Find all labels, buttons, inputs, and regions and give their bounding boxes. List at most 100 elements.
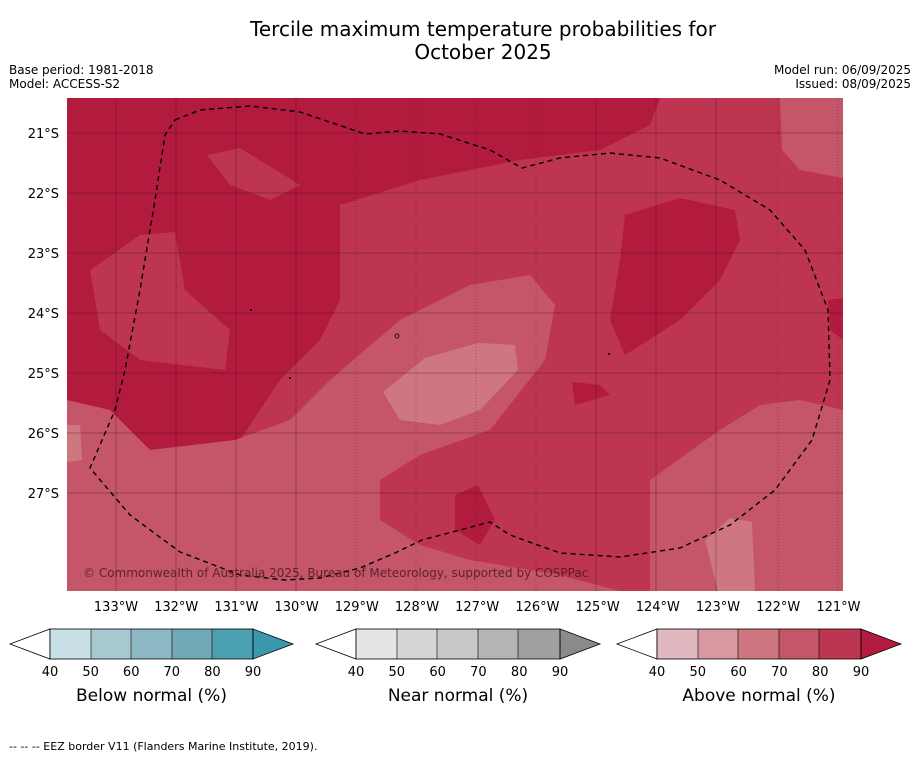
lon-tick-label: 124°W (636, 600, 680, 615)
island-marker (250, 309, 252, 311)
issued-date: Issued: 08/09/2025 (795, 77, 911, 91)
legend-near-swatch (397, 629, 437, 659)
title-line-1: Tercile maximum temperature probabilitie… (250, 17, 716, 41)
legend-tick-label: 40 (649, 665, 666, 680)
legend-tick-label: 50 (82, 665, 99, 680)
legend-tick-label: 40 (348, 665, 365, 680)
legend-near-arrow-low (314, 628, 357, 660)
lon-tick-label: 130°W (275, 600, 319, 615)
lat-tick-label: 22°S (28, 187, 59, 202)
legend-above-label: Above normal (%) (682, 686, 836, 706)
legend-above-swatch (738, 629, 779, 659)
legend-tick-label: 80 (204, 665, 221, 680)
region-above-80-west (90, 232, 230, 370)
legend-below-arrow-high (252, 628, 295, 660)
model-run: Model run: 06/09/2025 (773, 63, 911, 77)
legend-tick-label: 90 (853, 665, 870, 680)
lon-tick-label: 131°W (214, 600, 258, 615)
region-above-60 (383, 343, 518, 425)
region-above-60-west (67, 425, 82, 462)
lon-tick-label: 123°W (696, 600, 740, 615)
legend-tick-label: 70 (164, 665, 181, 680)
lat-tick-label: 24°S (28, 307, 59, 322)
region-above-90-edge (828, 298, 843, 340)
region-above-90-east (610, 198, 740, 355)
lon-tick-label: 128°W (395, 600, 439, 615)
legend-below-swatch (131, 629, 172, 659)
lon-tick-label: 121°W (816, 600, 860, 615)
legend-tick-label: 80 (812, 665, 829, 680)
legend-near-arrow-high (559, 628, 602, 660)
lon-tick-label: 126°W (515, 600, 559, 615)
island-marker (608, 353, 610, 355)
legend-tick-label: 50 (690, 665, 707, 680)
region-above-60-southeast (705, 518, 755, 591)
legend-above-arrow-high (860, 628, 903, 660)
eez-footnote: -- -- -- EEZ border V11 (Flanders Marine… (9, 740, 318, 753)
legend-tick-label: 90 (245, 665, 262, 680)
legend-below-arrow-low (8, 628, 51, 660)
legend-tick-label: 60 (429, 665, 446, 680)
legend-tick-label: 50 (389, 665, 406, 680)
lon-tick-label: 127°W (455, 600, 499, 615)
legend-near-normal (314, 628, 602, 660)
legend-above-frame (656, 628, 862, 660)
meta-left: Base period: 1981-2018 Model: ACCESS-S2 (9, 63, 154, 91)
legend-near-swatch (356, 629, 397, 659)
region-above-70-southeast (650, 400, 843, 591)
region-above-80-north (207, 148, 300, 200)
lon-tick-label: 132°W (154, 600, 198, 615)
legend-below-swatch (172, 629, 212, 659)
region-above-90-patch (572, 382, 610, 405)
legend-tick-label: 60 (730, 665, 747, 680)
legend-tick-label: 70 (470, 665, 487, 680)
lat-tick-labels: 21°S 22°S 23°S 24°S 25°S 26°S 27°S (28, 127, 59, 502)
copyright-text: © Commonwealth of Australia 2025, Bureau… (83, 566, 588, 580)
lon-tick-label: 133°W (94, 600, 138, 615)
legend-tick-label: 40 (42, 665, 59, 680)
legend-near-swatch (518, 629, 560, 659)
legend-below-swatch (212, 629, 253, 659)
legend-below-normal (8, 628, 295, 660)
legend-above-swatch (698, 629, 738, 659)
island-marker (289, 377, 291, 379)
probability-field: © Commonwealth of Australia 2025, Bureau… (67, 98, 843, 591)
eez-border (89, 105, 831, 581)
legend-above-swatch (819, 629, 861, 659)
lat-tick-label: 26°S (28, 427, 59, 442)
lat-tick-label: 21°S (28, 127, 59, 142)
lon-tick-label: 122°W (756, 600, 800, 615)
legend-above-swatch (657, 629, 698, 659)
legend-near-swatch (478, 629, 518, 659)
map-title: Tercile maximum temperature probabilitie… (0, 18, 919, 64)
lat-tick-label: 25°S (28, 367, 59, 382)
lon-tick-label: 125°W (576, 600, 620, 615)
title-line-2: October 2025 (414, 40, 552, 64)
legend-near-label: Near normal (%) (387, 686, 529, 706)
legend-below-swatch (91, 629, 131, 659)
legend-above-arrow-low (615, 628, 658, 660)
legend-near-swatch (437, 629, 478, 659)
lat-tick-label: 23°S (28, 247, 59, 262)
legend-tick-label: 80 (511, 665, 528, 680)
lat-gridlines (67, 132, 843, 494)
lon-tick-label: 129°W (335, 600, 379, 615)
region-above-90-south (455, 485, 495, 545)
legend-below-swatch (50, 629, 91, 659)
legend-tick-label: 60 (123, 665, 140, 680)
legend-below-frame (49, 628, 254, 660)
legend-above-swatch (779, 629, 819, 659)
lon-tick-labels: 133°W 132°W 131°W 130°W 129°W 128°W 127°W 126°W… (94, 600, 861, 615)
legend-tick-labels: 40 50 60 70 80 90 40 50 60 70 80 90 40 50 60 70 80 90 (42, 665, 870, 680)
legend-tick-label: 90 (552, 665, 569, 680)
lon-gridlines (115, 98, 839, 591)
base-period: Base period: 1981-2018 (9, 63, 154, 77)
lat-tick-label: 27°S (28, 487, 59, 502)
meta-right: Model run: 06/09/2025 Issued: 08/09/2025 (774, 63, 911, 91)
legend-below-label: Below normal (%) (76, 686, 227, 706)
region-above-70-northeast (780, 98, 843, 178)
legend-tick-label: 70 (771, 665, 788, 680)
model-name: Model: ACCESS-S2 (9, 77, 121, 91)
island-marker (394, 333, 400, 339)
